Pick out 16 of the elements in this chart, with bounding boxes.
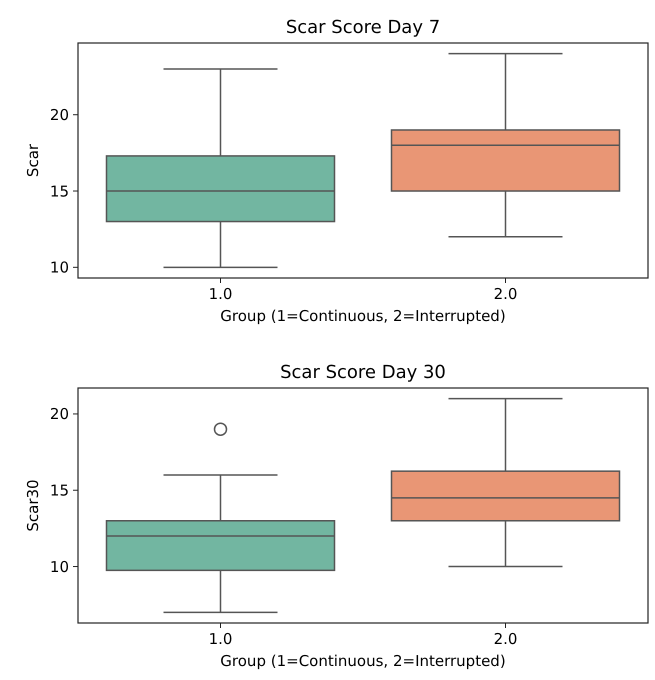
x-tick-label: 1.0 bbox=[208, 630, 232, 648]
x-axis-title: Group (1=Continuous, 2=Interrupted) bbox=[220, 652, 506, 670]
y-tick-label: 15 bbox=[50, 182, 69, 200]
y-tick-label: 20 bbox=[50, 106, 69, 124]
y-tick-label: 20 bbox=[50, 405, 69, 424]
x-tick-label: 2.0 bbox=[494, 285, 518, 303]
y-tick-label: 15 bbox=[50, 481, 69, 500]
chart-title: Scar Score Day 30 bbox=[280, 362, 446, 383]
y-axis-title: Scar30 bbox=[24, 479, 42, 532]
y-axis-title: Scar bbox=[24, 143, 42, 178]
x-axis-title: Group (1=Continuous, 2=Interrupted) bbox=[220, 307, 506, 325]
x-tick-label: 1.0 bbox=[208, 285, 232, 303]
y-tick-label: 10 bbox=[50, 258, 69, 277]
chart-title: Scar Score Day 7 bbox=[286, 17, 440, 38]
x-tick-label: 2.0 bbox=[494, 630, 518, 648]
y-tick-label: 10 bbox=[50, 558, 69, 576]
